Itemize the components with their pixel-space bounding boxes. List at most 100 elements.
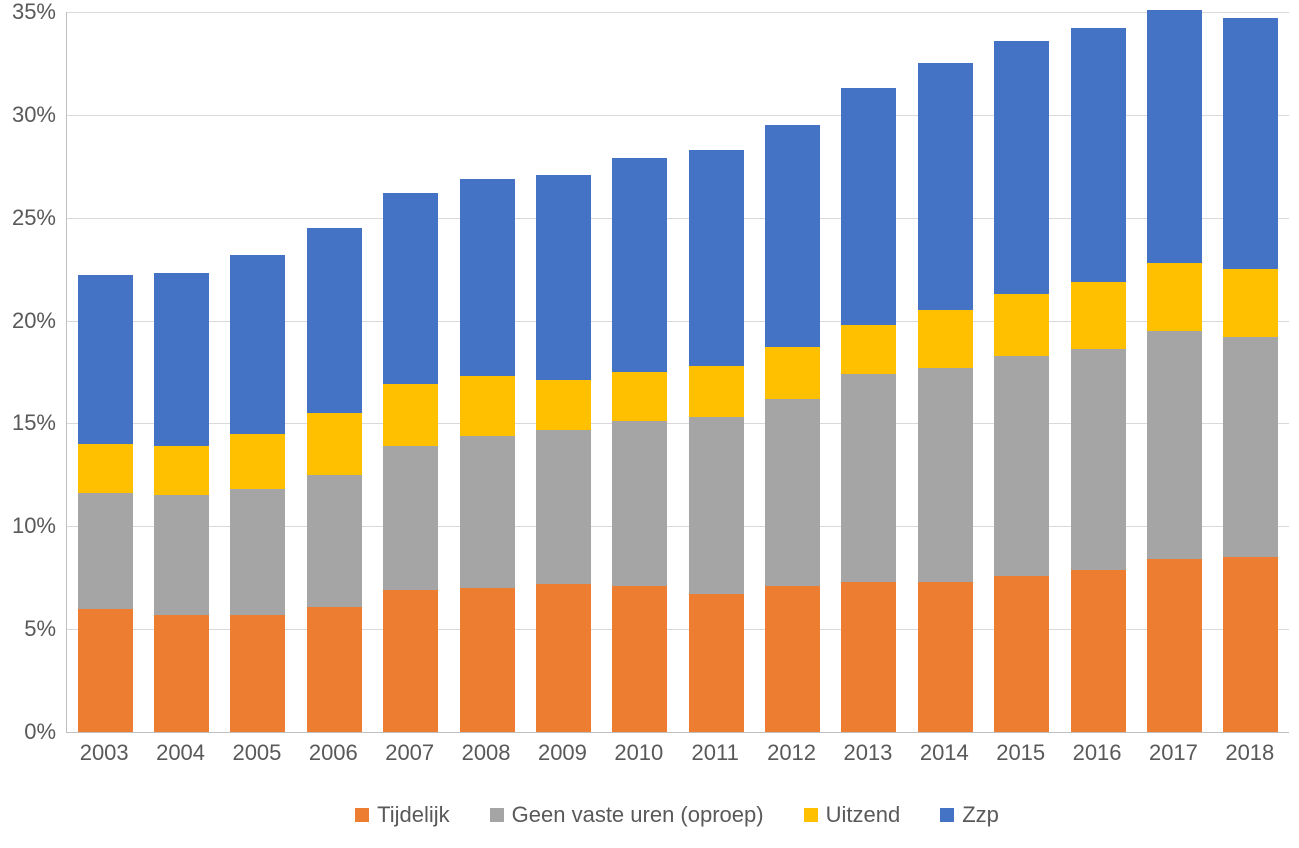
legend-item-uitzend: Uitzend bbox=[804, 802, 901, 828]
bar-segment-tijdelijk bbox=[230, 615, 285, 732]
x-tick-label: 2017 bbox=[1149, 740, 1198, 766]
bar-segment-zzp bbox=[612, 158, 667, 372]
bar-segment-zzp bbox=[536, 175, 591, 381]
x-tick-label: 2007 bbox=[385, 740, 434, 766]
legend-label: Tijdelijk bbox=[377, 802, 450, 828]
bar-segment-zzp bbox=[1147, 10, 1202, 263]
legend-label: Uitzend bbox=[826, 802, 901, 828]
y-tick-label: 5% bbox=[0, 616, 56, 642]
stacked-bar-chart: Tijdelijk Geen vaste uren (oproep) Uitzend… bbox=[0, 0, 1299, 848]
bar-group bbox=[154, 12, 209, 732]
bar-segment-geen_vaste_uren bbox=[689, 417, 744, 594]
legend-swatch bbox=[940, 808, 954, 822]
bar-segment-geen_vaste_uren bbox=[78, 493, 133, 608]
x-tick-label: 2009 bbox=[538, 740, 587, 766]
bar-segment-uitzend bbox=[1071, 282, 1126, 350]
bar-segment-geen_vaste_uren bbox=[612, 421, 667, 586]
bar-segment-geen_vaste_uren bbox=[460, 436, 515, 588]
legend-item-geen_vaste_uren: Geen vaste uren (oproep) bbox=[490, 802, 764, 828]
y-tick-label: 0% bbox=[0, 719, 56, 745]
bar-group bbox=[1147, 12, 1202, 732]
y-tick-label: 25% bbox=[0, 205, 56, 231]
x-tick-label: 2004 bbox=[156, 740, 205, 766]
bar-segment-tijdelijk bbox=[460, 588, 515, 732]
bar-segment-zzp bbox=[307, 228, 362, 413]
bar-segment-uitzend bbox=[78, 444, 133, 493]
bar-group bbox=[1223, 12, 1278, 732]
bar-group bbox=[460, 12, 515, 732]
bar-segment-geen_vaste_uren bbox=[765, 399, 820, 586]
y-tick-label: 15% bbox=[0, 410, 56, 436]
legend-label: Geen vaste uren (oproep) bbox=[512, 802, 764, 828]
bar-segment-uitzend bbox=[460, 376, 515, 436]
legend-item-tijdelijk: Tijdelijk bbox=[355, 802, 450, 828]
bar-segment-uitzend bbox=[230, 434, 285, 490]
plot-area bbox=[66, 12, 1289, 733]
bar-segment-uitzend bbox=[536, 380, 591, 429]
bar-segment-uitzend bbox=[1147, 263, 1202, 331]
x-tick-label: 2016 bbox=[1073, 740, 1122, 766]
x-tick-label: 2012 bbox=[767, 740, 816, 766]
bar-segment-zzp bbox=[78, 275, 133, 444]
bar-group bbox=[994, 12, 1049, 732]
bar-group bbox=[612, 12, 667, 732]
x-tick-label: 2008 bbox=[462, 740, 511, 766]
bar-segment-geen_vaste_uren bbox=[1223, 337, 1278, 557]
bar-segment-tijdelijk bbox=[1147, 559, 1202, 732]
bar-segment-geen_vaste_uren bbox=[383, 446, 438, 590]
legend-swatch bbox=[490, 808, 504, 822]
bar-segment-zzp bbox=[689, 150, 744, 366]
bar-segment-zzp bbox=[154, 273, 209, 446]
bar-group bbox=[765, 12, 820, 732]
bar-segment-zzp bbox=[460, 179, 515, 376]
bar-group bbox=[1071, 12, 1126, 732]
bar-segment-zzp bbox=[383, 193, 438, 384]
bar-segment-geen_vaste_uren bbox=[918, 368, 973, 582]
legend-label: Zzp bbox=[962, 802, 999, 828]
bar-segment-zzp bbox=[765, 125, 820, 347]
bar-segment-uitzend bbox=[994, 294, 1049, 356]
bar-segment-tijdelijk bbox=[765, 586, 820, 732]
x-tick-label: 2013 bbox=[843, 740, 892, 766]
bar-group bbox=[78, 12, 133, 732]
x-tick-label: 2006 bbox=[309, 740, 358, 766]
bar-group bbox=[918, 12, 973, 732]
bar-segment-zzp bbox=[994, 41, 1049, 294]
bar-segment-tijdelijk bbox=[994, 576, 1049, 732]
bar-group bbox=[230, 12, 285, 732]
bar-segment-tijdelijk bbox=[689, 594, 744, 732]
legend: Tijdelijk Geen vaste uren (oproep) Uitzend… bbox=[66, 802, 1288, 828]
bar-segment-geen_vaste_uren bbox=[307, 475, 362, 607]
bar-segment-tijdelijk bbox=[383, 590, 438, 732]
bar-segment-geen_vaste_uren bbox=[154, 495, 209, 614]
bar-segment-tijdelijk bbox=[1223, 557, 1278, 732]
bar-segment-uitzend bbox=[918, 310, 973, 368]
legend-swatch bbox=[804, 808, 818, 822]
bar-segment-uitzend bbox=[841, 325, 896, 374]
bar-group bbox=[307, 12, 362, 732]
bar-segment-zzp bbox=[918, 63, 973, 310]
x-tick-label: 2015 bbox=[996, 740, 1045, 766]
x-tick-label: 2018 bbox=[1225, 740, 1274, 766]
bar-segment-uitzend bbox=[765, 347, 820, 398]
bar-segment-zzp bbox=[841, 88, 896, 325]
bar-segment-uitzend bbox=[383, 384, 438, 446]
bar-segment-tijdelijk bbox=[154, 615, 209, 732]
bar-segment-tijdelijk bbox=[841, 582, 896, 732]
bar-segment-tijdelijk bbox=[612, 586, 667, 732]
bar-segment-tijdelijk bbox=[536, 584, 591, 732]
bar-segment-geen_vaste_uren bbox=[230, 489, 285, 614]
x-tick-label: 2014 bbox=[920, 740, 969, 766]
bar-group bbox=[689, 12, 744, 732]
bar-segment-zzp bbox=[1071, 28, 1126, 281]
legend-item-zzp: Zzp bbox=[940, 802, 999, 828]
y-tick-label: 10% bbox=[0, 513, 56, 539]
bar-segment-tijdelijk bbox=[307, 607, 362, 732]
bar-segment-zzp bbox=[1223, 18, 1278, 269]
bar-segment-uitzend bbox=[1223, 269, 1278, 337]
bar-group bbox=[383, 12, 438, 732]
bar-segment-geen_vaste_uren bbox=[841, 374, 896, 582]
x-tick-label: 2011 bbox=[692, 740, 739, 766]
bar-segment-uitzend bbox=[612, 372, 667, 421]
bar-segment-geen_vaste_uren bbox=[1071, 349, 1126, 569]
